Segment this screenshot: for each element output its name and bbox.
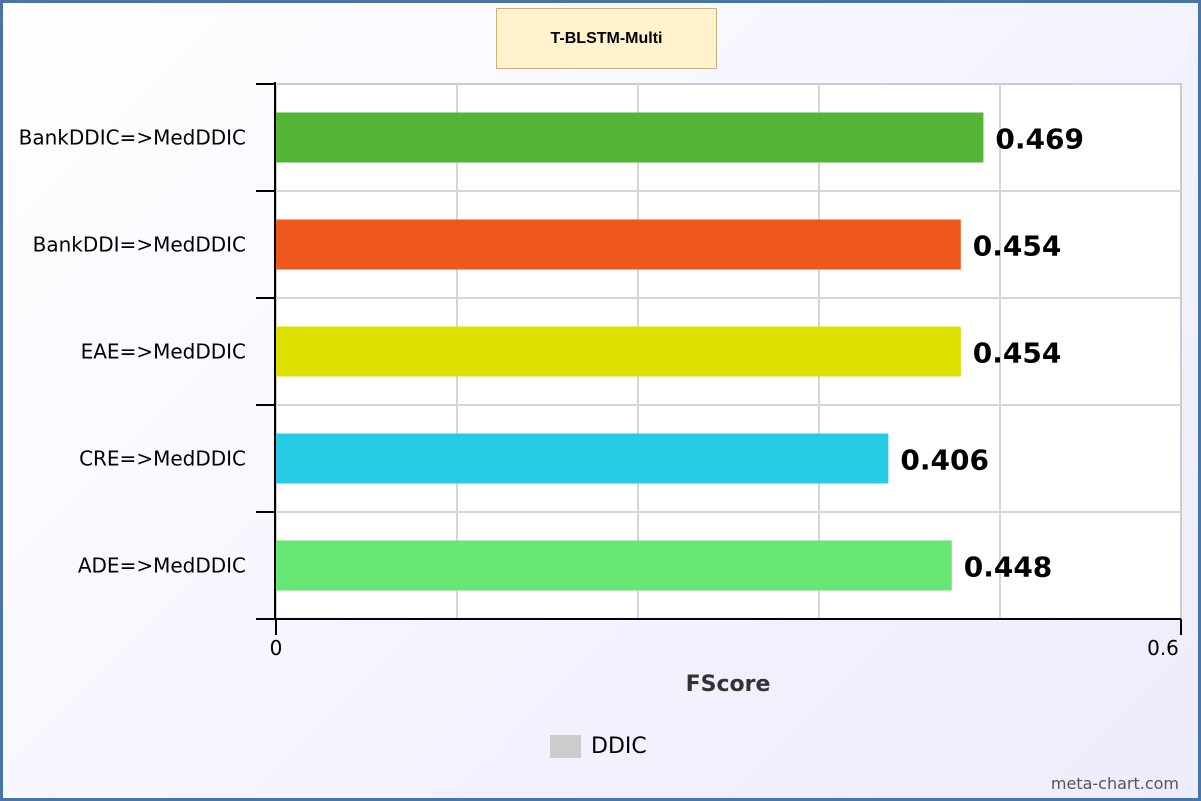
category-labels: BankDDIC=>MedDDIC BankDDI=>MedDDIC EAE=>Me… (19, 126, 246, 578)
legend: DDIC (550, 734, 647, 759)
x-tick-labels: 0 0.6 (270, 636, 1179, 660)
bar-value-label: 0.454 (973, 337, 1062, 370)
bar (276, 540, 952, 591)
watermark: meta-chart.com (1050, 774, 1179, 793)
bar (276, 326, 961, 377)
chart-title: T-BLSTM-Multi (496, 8, 717, 69)
value-labels: 0.469 0.454 0.454 0.406 0.448 (900, 123, 1084, 584)
bar-value-label: 0.448 (964, 551, 1053, 584)
bar-value-label: 0.406 (900, 444, 989, 477)
axes (256, 82, 1182, 635)
bar (276, 433, 889, 484)
x-tick-label: 0.6 (1147, 636, 1179, 660)
horizontal-gridlines (276, 190, 1181, 513)
category-label: EAE=>MedDDIC (81, 340, 246, 364)
x-tick-label: 0 (270, 636, 283, 660)
category-label: ADE=>MedDDIC (78, 554, 246, 578)
category-label: BankDDIC=>MedDDIC (19, 126, 246, 150)
category-label: CRE=>MedDDIC (79, 447, 246, 471)
x-axis-label: FScore (686, 672, 771, 697)
bar (276, 219, 961, 270)
bar-value-label: 0.454 (973, 230, 1062, 263)
legend-label: DDIC (591, 734, 647, 759)
bar (276, 112, 984, 163)
bar-value-label: 0.469 (995, 123, 1084, 156)
bars (276, 112, 984, 591)
category-label: BankDDI=>MedDDIC (33, 233, 246, 257)
legend-swatch (550, 735, 581, 758)
